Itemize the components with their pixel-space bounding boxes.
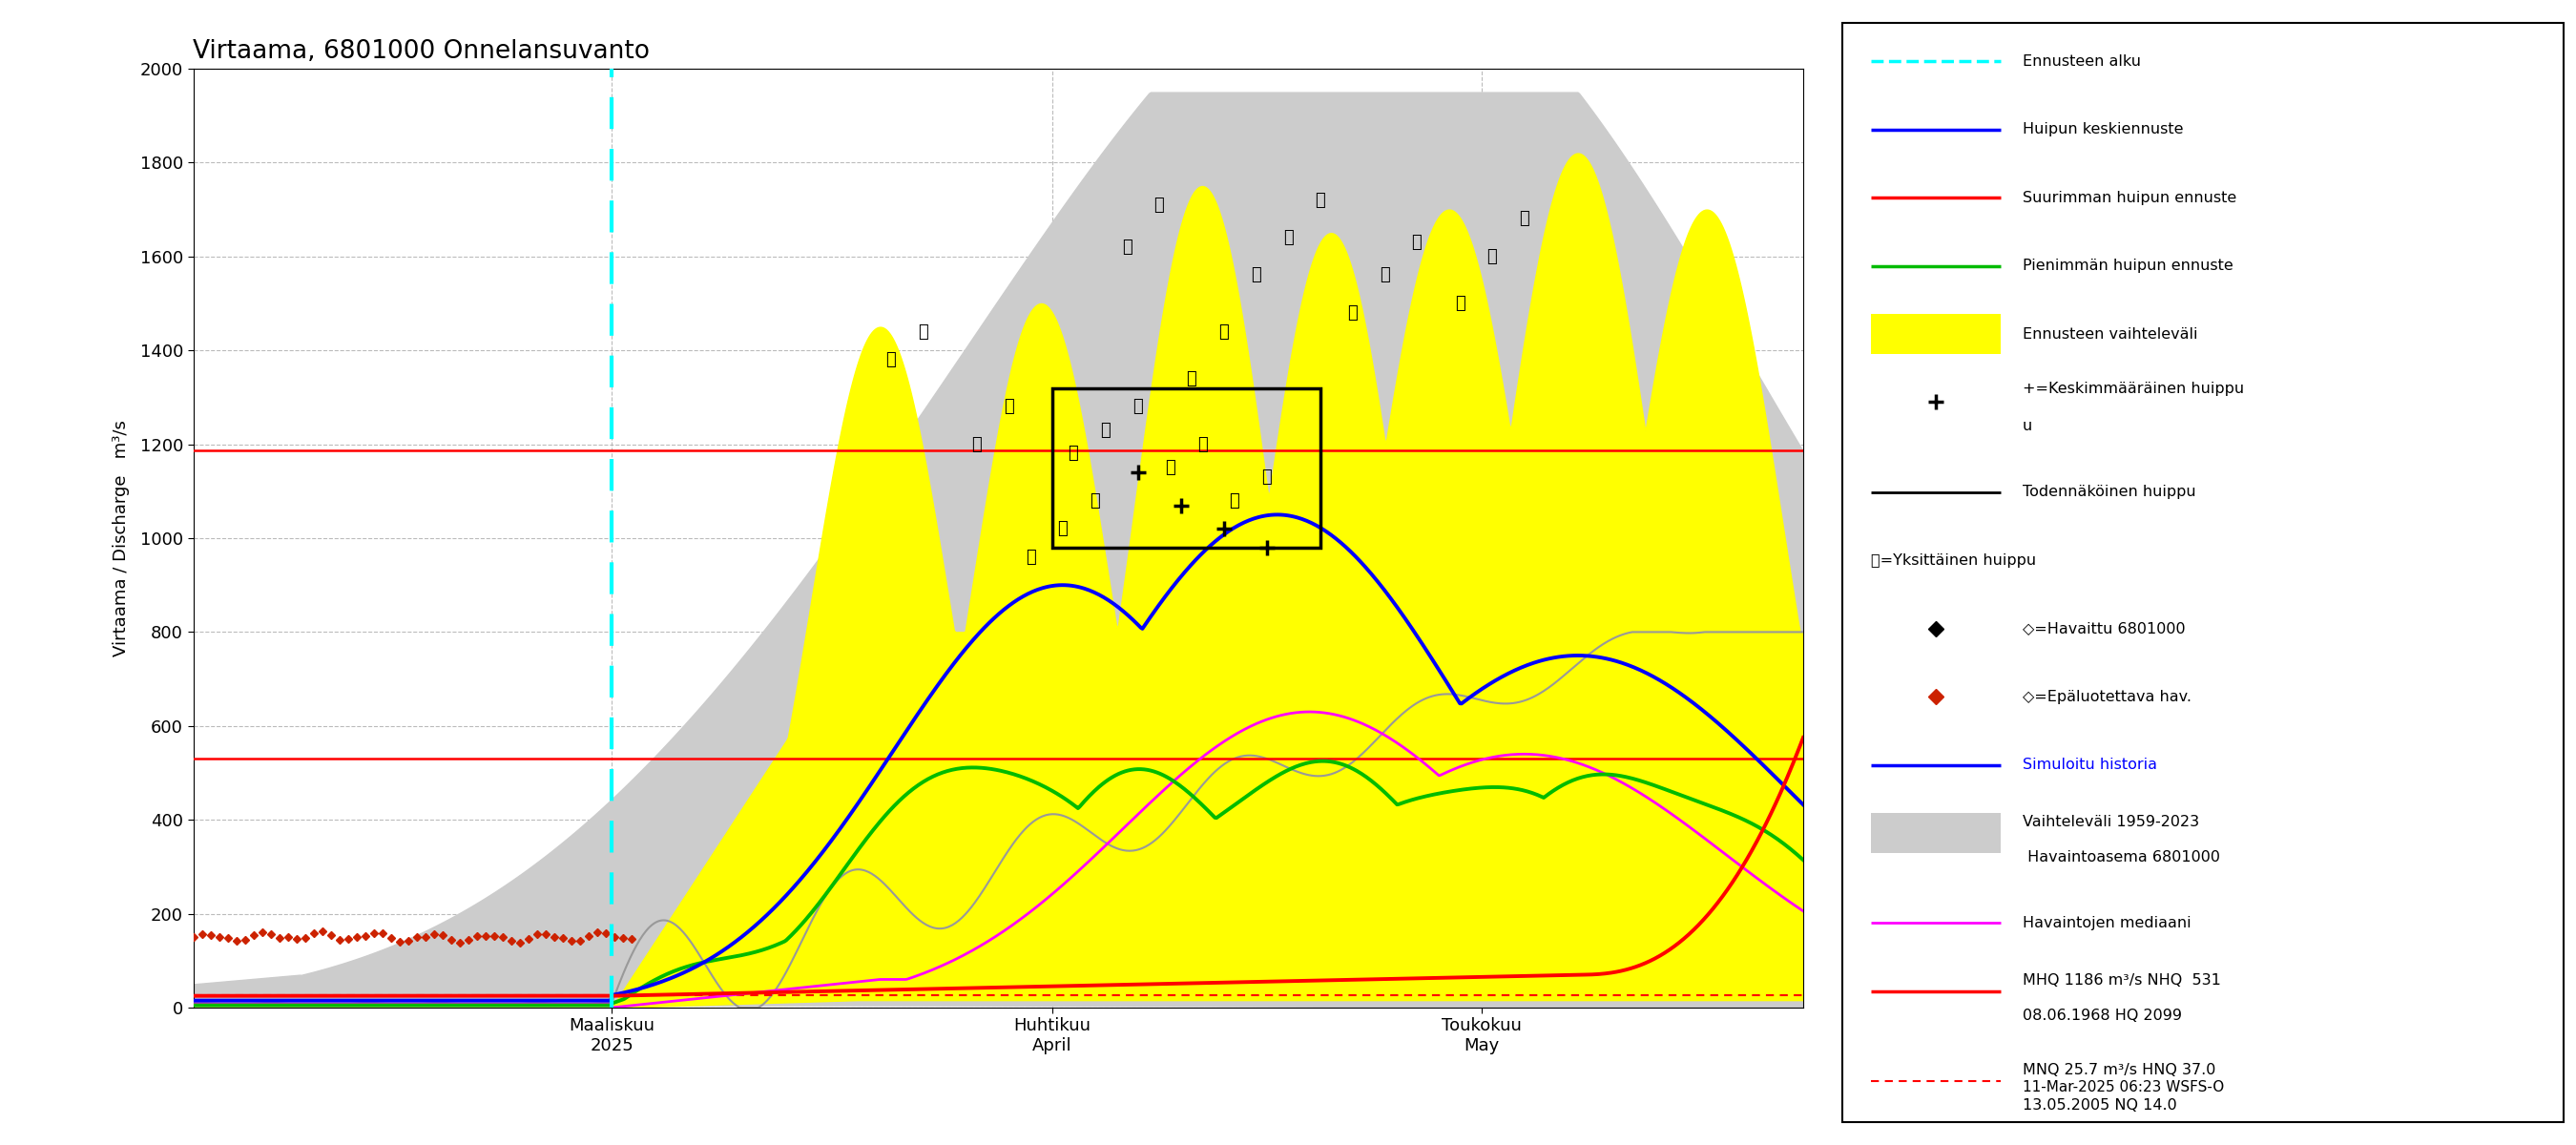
Text: ⌢=Yksittäinen huippu: ⌢=Yksittäinen huippu [1870, 553, 2035, 568]
Text: ⌢: ⌢ [917, 323, 927, 340]
Text: +=Keskimmääräinen huippu: +=Keskimmääräinen huippu [2022, 381, 2244, 396]
Text: ⌢: ⌢ [1025, 548, 1036, 566]
Text: ⌢: ⌢ [1100, 421, 1110, 439]
Text: u: u [2022, 419, 2032, 434]
Text: ⌢: ⌢ [1069, 445, 1079, 463]
Text: Suurimman huipun ennuste: Suurimman huipun ennuste [2022, 190, 2236, 205]
Text: ⌢: ⌢ [1229, 492, 1239, 510]
Text: ⌢: ⌢ [1154, 196, 1164, 213]
Text: MHQ 1186 m³/s NHQ  531: MHQ 1186 m³/s NHQ 531 [2022, 973, 2221, 987]
Text: ⌢: ⌢ [1090, 492, 1100, 510]
Text: ⌢: ⌢ [1188, 370, 1195, 387]
Text: ⌢: ⌢ [1059, 520, 1066, 537]
Text: Simuloitu historia: Simuloitu historia [2022, 758, 2156, 772]
Bar [1051, 388, 1319, 547]
Text: ⌢: ⌢ [1164, 459, 1175, 476]
Text: 13.05.2005 NQ 14.0: 13.05.2005 NQ 14.0 [2022, 1098, 2177, 1113]
Y-axis label: Virtaama / Discharge   m³/s: Virtaama / Discharge m³/s [113, 420, 129, 656]
Text: ⌢: ⌢ [886, 352, 896, 369]
Bar [1870, 314, 2002, 354]
Text: Ennusteen alku: Ennusteen alku [2022, 54, 2141, 69]
Text: ⌢: ⌢ [1316, 191, 1324, 208]
Text: ⌢: ⌢ [1283, 229, 1293, 246]
Text: Virtaama, 6801000 Onnelansuvanto: Virtaama, 6801000 Onnelansuvanto [193, 39, 649, 64]
Text: Havaintojen mediaani: Havaintojen mediaani [2022, 916, 2190, 930]
Text: ⌢: ⌢ [1198, 435, 1208, 452]
Text: ⌢: ⌢ [1412, 234, 1422, 251]
Text: 08.06.1968 HQ 2099: 08.06.1968 HQ 2099 [2022, 1009, 2182, 1022]
Text: ⌢: ⌢ [1486, 247, 1497, 264]
Text: ⌢: ⌢ [1347, 305, 1358, 322]
Text: Huipun keskiennuste: Huipun keskiennuste [2022, 123, 2182, 136]
Text: ⌢: ⌢ [1133, 398, 1144, 416]
Text: ⌢: ⌢ [971, 435, 981, 452]
Text: ⌢: ⌢ [1252, 267, 1260, 284]
Text: ⌢: ⌢ [1123, 238, 1131, 255]
Text: ◇=Havaittu 6801000: ◇=Havaittu 6801000 [2022, 622, 2184, 635]
Text: Ennusteen vaihteleväli: Ennusteen vaihteleväli [2022, 326, 2197, 341]
Text: Havaintoasema 6801000: Havaintoasema 6801000 [2022, 850, 2221, 864]
Text: MNQ 25.7 m³/s HNQ 37.0: MNQ 25.7 m³/s HNQ 37.0 [2022, 1064, 2215, 1077]
Bar [1870, 813, 2002, 853]
Text: ⌢: ⌢ [1455, 294, 1466, 311]
Text: ⌢: ⌢ [1218, 323, 1229, 340]
Text: ⌢: ⌢ [1005, 398, 1015, 416]
Text: Pienimmän huipun ennuste: Pienimmän huipun ennuste [2022, 259, 2233, 273]
Text: ⌢: ⌢ [1520, 211, 1530, 228]
Text: ◇=Epäluotettava hav.: ◇=Epäluotettava hav. [2022, 689, 2192, 704]
Text: ⌢: ⌢ [1262, 468, 1273, 485]
Text: 11-Mar-2025 06:23 WSFS-O: 11-Mar-2025 06:23 WSFS-O [2022, 1081, 2223, 1095]
Text: ⌢: ⌢ [1381, 267, 1388, 284]
Text: Todennäköinen huippu: Todennäköinen huippu [2022, 485, 2195, 499]
Text: Vaihteleväli 1959-2023: Vaihteleväli 1959-2023 [2022, 815, 2200, 829]
